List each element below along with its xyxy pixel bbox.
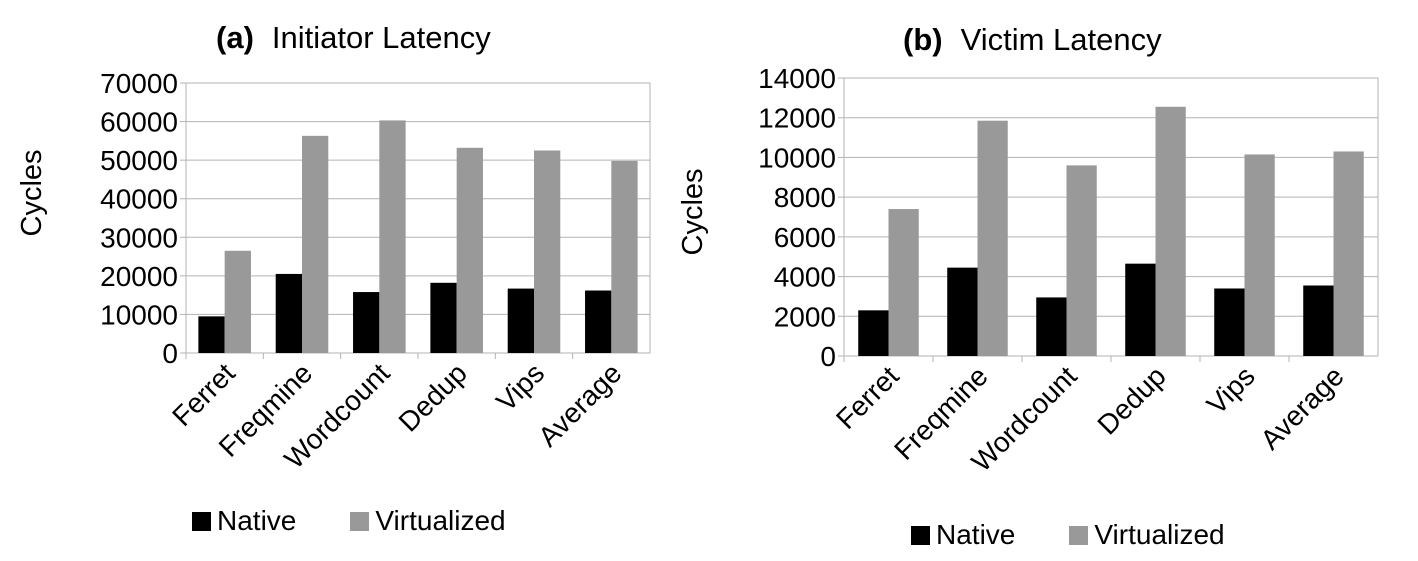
bar-native [1036, 297, 1067, 356]
bar-virtualized [611, 160, 638, 353]
bar-virtualized [534, 150, 561, 353]
bar-virtualized [302, 135, 329, 353]
y-tick-label: 12000 [758, 103, 836, 134]
y-axis-label: Cycles [16, 149, 48, 236]
x-category-label: Vips [1201, 360, 1261, 420]
y-tick-label: 4000 [774, 262, 836, 293]
legend-swatch-virtualized [350, 511, 370, 531]
x-category-label: Vips [490, 357, 550, 417]
chart-title: Initiator Latency [271, 20, 491, 55]
bar-chart-victim-latency: 02000400060008000100001200014000FerretFr… [677, 63, 1379, 478]
bar-virtualized [1244, 154, 1275, 356]
legend-swatch-native [192, 511, 211, 531]
bar-virtualized [1333, 151, 1364, 356]
bar-virtualized [1155, 106, 1186, 357]
x-category-label: Dedup [1091, 360, 1171, 440]
legend-item-virtualized: Virtualized [350, 505, 506, 537]
plot-frame [843, 77, 1379, 357]
y-tick-label: 40000 [100, 184, 178, 215]
bar-virtualized [977, 120, 1008, 356]
y-tick-label: 8000 [774, 182, 836, 213]
bar-native [947, 267, 978, 356]
y-tick-label: 70000 [100, 68, 178, 99]
x-category-label: Average [1254, 360, 1349, 455]
bar-virtualized [1066, 165, 1097, 356]
y-tick-label: 14000 [758, 63, 836, 94]
bar-native [507, 288, 534, 353]
bar-virtualized [456, 147, 483, 353]
legend-label-native: Native [217, 505, 297, 536]
bar-native [585, 290, 612, 353]
bar-chart-initiator-latency: 010000200003000040000500006000070000Ferr… [16, 68, 651, 475]
y-tick-label: 0 [820, 341, 836, 372]
bar-native [198, 316, 225, 353]
x-category-label: Average [532, 357, 627, 452]
legend-item-native: Native [911, 519, 1015, 551]
bar-virtualized [379, 120, 406, 354]
bar-native [1303, 285, 1334, 356]
legend-label-virtualized: Virtualized [375, 505, 506, 536]
legend-item-native: Native [192, 505, 296, 537]
bar-native [858, 310, 889, 356]
legend-swatch-virtualized [1069, 525, 1089, 545]
legend-swatch-native [911, 525, 930, 545]
y-tick-label: 60000 [100, 107, 178, 138]
legend-item-virtualized: Virtualized [1069, 519, 1225, 551]
chart-title: Victim Latency [960, 22, 1162, 57]
plot-frame [185, 82, 651, 354]
x-category-label: Dedup [393, 357, 473, 437]
y-tick-label: 0 [162, 338, 178, 369]
bar-native [1125, 263, 1156, 356]
y-tick-label: 6000 [774, 222, 836, 253]
bar-native [1214, 288, 1245, 356]
chart-title-block: (a) Initiator Latency [216, 20, 491, 56]
legend-label-native: Native [936, 519, 1016, 550]
x-category-label: Ferret [830, 360, 905, 435]
panel-label: (b) [903, 22, 943, 57]
bar-native [430, 282, 457, 353]
y-tick-label: 50000 [100, 145, 178, 176]
y-tick-label: 2000 [774, 301, 836, 332]
chart-panel-initiator-latency: (a) Initiator Latency 0 10000 20000 30000 400… [0, 0, 700, 561]
chart-panel-victim-latency: (b) Victim Latency 0 2000 4000 6000 8000 10000… [660, 0, 1418, 561]
bar-native [275, 273, 302, 353]
legend-label-virtualized: Virtualized [1094, 519, 1225, 550]
bar-virtualized [888, 209, 919, 356]
bar-native [353, 292, 380, 353]
y-tick-label: 20000 [100, 261, 178, 292]
chart-legend: Native Virtualized [911, 519, 1279, 551]
chart-title-block: (b) Victim Latency [903, 22, 1162, 58]
chart-legend: Native Virtualized [192, 505, 560, 537]
panel-label: (a) [216, 20, 254, 55]
y-axis-label: Cycles [677, 168, 709, 255]
y-tick-label: 10000 [758, 142, 836, 173]
y-tick-label: 10000 [100, 299, 178, 330]
y-tick-label: 30000 [100, 222, 178, 253]
bar-virtualized [224, 250, 251, 353]
